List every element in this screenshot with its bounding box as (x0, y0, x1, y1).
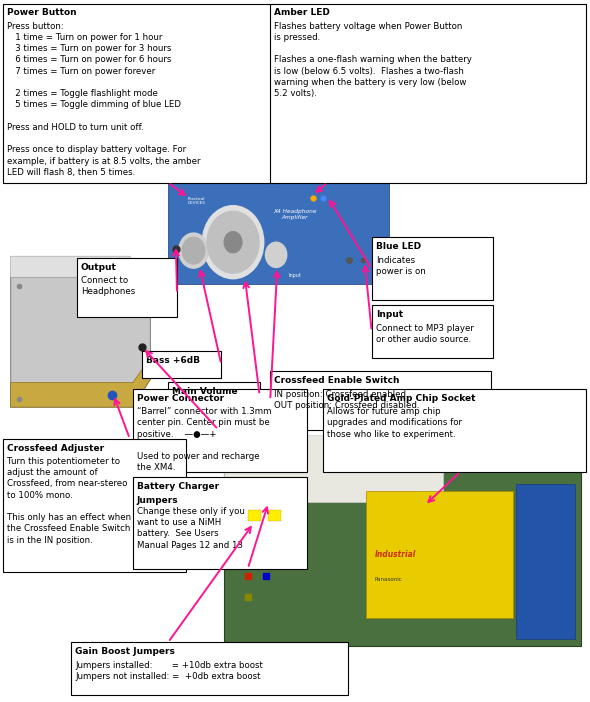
Text: Allows for future amp chip: Allows for future amp chip (327, 407, 441, 416)
FancyBboxPatch shape (3, 4, 274, 183)
FancyBboxPatch shape (133, 477, 307, 569)
Text: the Crossfeed Enable Switch: the Crossfeed Enable Switch (7, 524, 130, 534)
Polygon shape (11, 256, 150, 291)
Text: Press button:: Press button: (7, 22, 64, 31)
Circle shape (224, 232, 242, 253)
Text: Flashes a one-flash warning when the battery: Flashes a one-flash warning when the bat… (274, 55, 472, 65)
Text: is low (below 6.5 volts).  Flashes a two-flash: is low (below 6.5 volts). Flashes a two-… (274, 67, 464, 76)
Text: Panasonic: Panasonic (375, 576, 402, 582)
Text: Turn this potentiometer to: Turn this potentiometer to (7, 457, 120, 466)
Text: Crossfeed, from near-stereo: Crossfeed, from near-stereo (7, 479, 127, 489)
Text: Power Button: Power Button (7, 8, 77, 18)
FancyBboxPatch shape (289, 502, 302, 523)
Text: “Barrel” connector with 1.3mm: “Barrel” connector with 1.3mm (137, 407, 271, 416)
Polygon shape (168, 183, 389, 284)
Text: Gold-Plated Amp Chip Socket: Gold-Plated Amp Chip Socket (327, 394, 476, 403)
Circle shape (179, 233, 208, 268)
Text: Blue LED: Blue LED (376, 242, 421, 251)
Text: Jumpers not installed: =  +0db extra boost: Jumpers not installed: = +0db extra boos… (75, 672, 260, 681)
Text: Jumpers: Jumpers (137, 496, 179, 505)
Text: 6 times = Turn on power for 6 hours: 6 times = Turn on power for 6 hours (7, 55, 172, 65)
Text: Input: Input (376, 310, 403, 319)
FancyBboxPatch shape (516, 484, 575, 639)
Text: positive.    —●—+: positive. —●—+ (137, 430, 217, 439)
Text: to 100% mono.: to 100% mono. (7, 491, 73, 500)
Text: Main Volume: Main Volume (172, 387, 238, 396)
Text: Connect to MP3 player: Connect to MP3 player (376, 324, 474, 333)
Text: Amber LED: Amber LED (274, 8, 330, 18)
Text: Gain Boost Jumpers: Gain Boost Jumpers (75, 647, 175, 656)
Circle shape (182, 237, 205, 264)
Text: is in the IN position.: is in the IN position. (7, 536, 93, 545)
Circle shape (202, 206, 264, 279)
Text: 5.2 volts).: 5.2 volts). (274, 89, 317, 98)
Polygon shape (224, 456, 581, 646)
Text: Industrial: Industrial (375, 550, 416, 559)
Text: battery.  See Users: battery. See Users (137, 529, 218, 538)
Text: Used to power and recharge: Used to power and recharge (137, 452, 260, 461)
FancyBboxPatch shape (248, 502, 261, 523)
Text: adjust the amount of: adjust the amount of (7, 468, 98, 477)
Text: Jumpers installed:       = +10db extra boost: Jumpers installed: = +10db extra boost (75, 661, 263, 670)
Polygon shape (11, 277, 150, 407)
Polygon shape (224, 435, 442, 502)
Text: Crossfeed Enable Switch: Crossfeed Enable Switch (274, 376, 400, 385)
FancyBboxPatch shape (142, 351, 221, 378)
Text: 1 time = Turn on power for 1 hour: 1 time = Turn on power for 1 hour (7, 33, 162, 42)
Text: Press and HOLD to turn unit off.: Press and HOLD to turn unit off. (7, 123, 144, 132)
Text: center pin. Center pin must be: center pin. Center pin must be (137, 418, 270, 428)
Polygon shape (168, 56, 425, 183)
Text: power is on: power is on (376, 267, 425, 276)
FancyBboxPatch shape (366, 491, 513, 618)
Text: Indicates: Indicates (376, 256, 415, 265)
Text: This only has an effect when: This only has an effect when (7, 513, 131, 522)
FancyBboxPatch shape (248, 510, 261, 521)
FancyBboxPatch shape (71, 642, 348, 695)
Circle shape (207, 211, 259, 273)
Text: upgrades and modifications for: upgrades and modifications for (327, 418, 463, 428)
FancyBboxPatch shape (268, 502, 281, 523)
FancyBboxPatch shape (3, 439, 186, 572)
FancyBboxPatch shape (270, 4, 586, 183)
Text: Press once to display battery voltage. For: Press once to display battery voltage. F… (7, 145, 186, 154)
Text: OUT position: Crossfeed disabled.: OUT position: Crossfeed disabled. (274, 401, 420, 410)
Text: Flashes battery voltage when Power Button: Flashes battery voltage when Power Butto… (274, 22, 463, 31)
Text: Output: Output (81, 263, 117, 272)
Text: Battery Charger: Battery Charger (137, 482, 219, 491)
Text: Headphones: Headphones (81, 287, 135, 296)
Text: IN position: Crossfeed enabled.: IN position: Crossfeed enabled. (274, 390, 409, 399)
Text: want to use a NiMH: want to use a NiMH (137, 518, 221, 527)
Text: Power Connector: Power Connector (137, 394, 224, 403)
FancyBboxPatch shape (268, 510, 281, 521)
Text: Input: Input (289, 273, 301, 279)
Text: Change these only if you: Change these only if you (137, 507, 245, 516)
Text: LED will flash 8, then 5 times.: LED will flash 8, then 5 times. (7, 168, 135, 177)
Text: X4 Headphone
Amplifier: X4 Headphone Amplifier (273, 208, 317, 220)
FancyBboxPatch shape (77, 258, 177, 317)
Text: warning when the battery is very low (below: warning when the battery is very low (be… (274, 78, 467, 87)
Text: the XM4.: the XM4. (137, 463, 175, 472)
Text: those who like to experiment.: those who like to experiment. (327, 430, 456, 439)
Text: 3 times = Turn on power for 3 hours: 3 times = Turn on power for 3 hours (7, 44, 172, 53)
Text: 7 times = Turn on power forever: 7 times = Turn on power forever (7, 67, 155, 76)
FancyBboxPatch shape (133, 389, 307, 472)
Text: is pressed.: is pressed. (274, 33, 320, 42)
Text: Bass +6dB: Bass +6dB (146, 356, 200, 365)
Text: Practical
DEVICES: Practical DEVICES (188, 197, 205, 205)
Polygon shape (11, 358, 150, 407)
Text: Manual Pages 12 and 13: Manual Pages 12 and 13 (137, 541, 243, 550)
FancyBboxPatch shape (168, 382, 260, 409)
Text: 5 times = Toggle dimming of blue LED: 5 times = Toggle dimming of blue LED (7, 100, 181, 110)
Text: 2 times = Toggle flashlight mode: 2 times = Toggle flashlight mode (7, 89, 158, 98)
Text: Connect to: Connect to (81, 276, 128, 285)
FancyBboxPatch shape (372, 237, 493, 300)
Text: Crossfeed Adjuster: Crossfeed Adjuster (7, 444, 104, 453)
FancyBboxPatch shape (323, 389, 586, 472)
Text: example, if battery is at 8.5 volts, the amber: example, if battery is at 8.5 volts, the… (7, 157, 201, 166)
FancyBboxPatch shape (270, 371, 491, 430)
FancyBboxPatch shape (372, 305, 493, 358)
Circle shape (266, 242, 287, 267)
Text: or other audio source.: or other audio source. (376, 335, 471, 344)
